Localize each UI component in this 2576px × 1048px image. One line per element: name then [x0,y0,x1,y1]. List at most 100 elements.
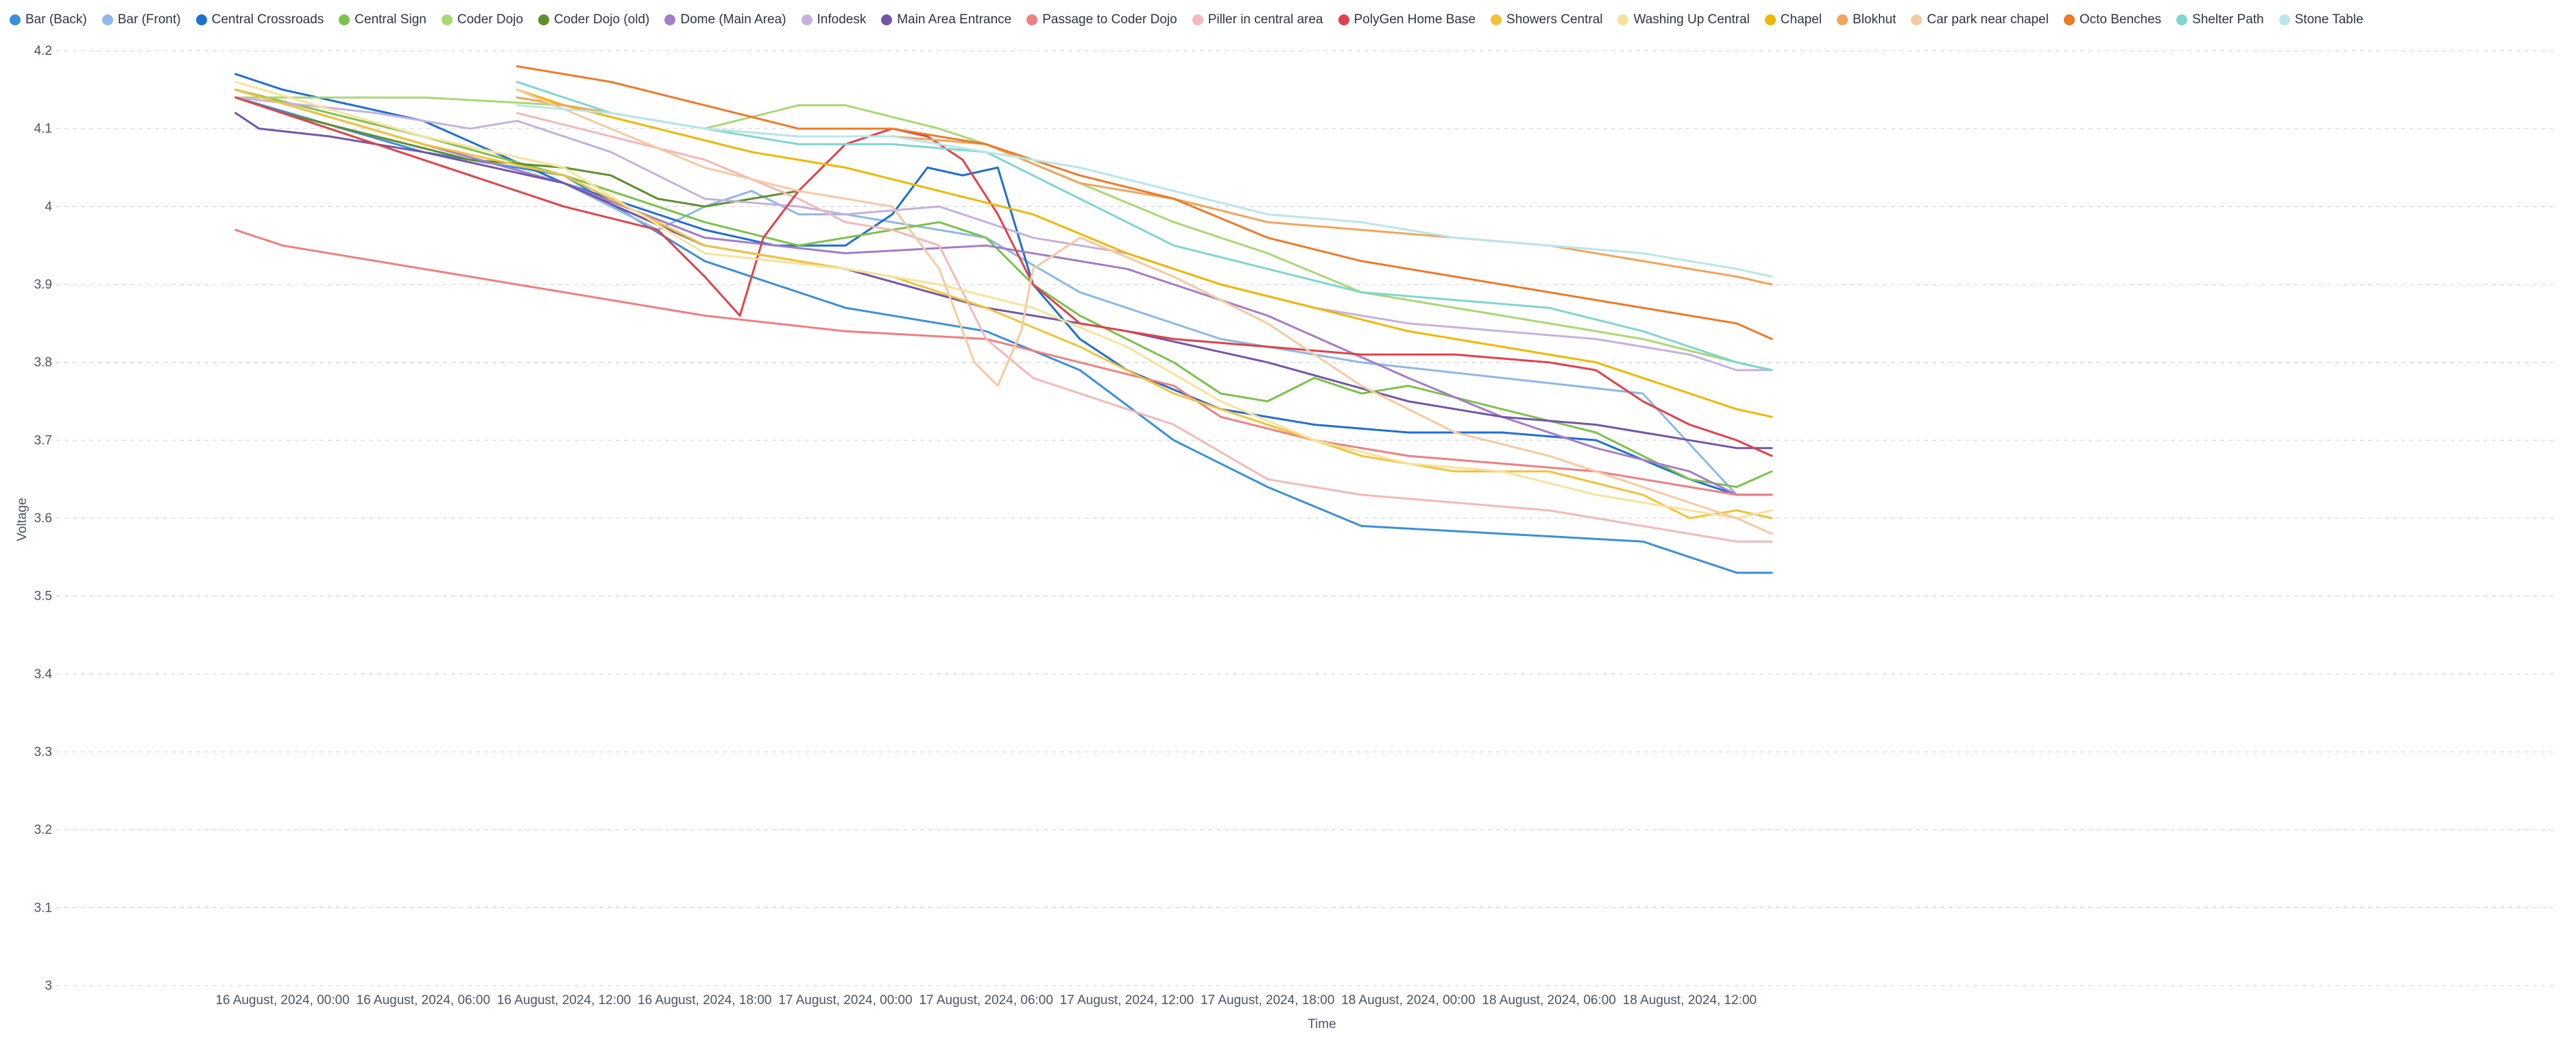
legend-swatch [339,14,350,25]
legend-item[interactable]: Passage to Coder Dojo [1026,12,1177,27]
y-tick-label: 4.2 [34,44,52,58]
series-line[interactable] [234,96,800,208]
y-tick-label: 4.1 [34,122,52,136]
series-line[interactable] [234,88,1773,488]
legend-swatch [664,14,676,25]
series-line[interactable] [234,73,1773,496]
x-tick-label: 17 August, 2024, 18:00 [1201,993,1334,1008]
y-tick-label: 3 [45,979,52,993]
legend-label: Passage to Coder Dojo [1042,12,1177,27]
legend-label: Bar (Front) [117,12,181,27]
y-tick-label: 3.2 [34,823,52,838]
axes: 3 3.1 3.2 3.3 3.4 3.5 3.6 3.7 3.8 3.9 4 4.1 4.2 16 Au… [34,44,1757,1008]
legend-item[interactable]: Car park near chapel [1911,12,2049,27]
legend-label: Infodesk [817,12,867,27]
legend-item[interactable]: Octo Benches [2063,12,2162,27]
x-tick-label: 17 August, 2024, 12:00 [1060,993,1194,1008]
legend-label: Washing Up Central [1633,12,1750,27]
legend-item[interactable]: Chapel [1764,12,1822,27]
series-line[interactable] [516,88,1773,535]
y-tick-label: 3.4 [34,667,53,681]
y-axis-label: Voltage [15,498,29,541]
series-lines [234,65,1773,574]
legend-label: Main Area Entrance [897,12,1012,27]
legend-swatch [2176,14,2188,25]
legend-swatch [1192,14,1203,25]
legend-item[interactable]: Stone Table [2278,12,2363,27]
legend-item[interactable]: Central Crossroads [195,12,324,27]
legend-swatch [1491,14,1502,25]
legend-item[interactable]: Infodesk [801,12,867,27]
legend-swatch [881,14,893,25]
x-tick-label: 17 August, 2024, 06:00 [919,993,1052,1008]
y-tick-label: 3.9 [34,278,52,292]
legend-label: Stone Table [2294,12,2363,27]
legend-item[interactable]: PolyGen Home Base [1338,12,1476,27]
series-line[interactable] [234,96,1773,371]
legend-item[interactable]: Showers Central [1491,12,1602,27]
y-tick-label: 3.5 [34,589,52,604]
legend-item[interactable]: Coder Dojo [441,12,523,27]
series-line[interactable] [234,88,1773,520]
legend-item[interactable]: Dome (Main Area) [664,12,786,27]
legend-item[interactable]: Bar (Back) [10,12,87,27]
series-line[interactable] [234,112,1773,450]
grid [48,50,2557,986]
series-line[interactable] [516,112,1773,543]
legend-swatch [1911,14,1923,25]
y-tick-label: 3.8 [34,356,52,370]
legend-label: Bar (Back) [25,12,87,27]
x-axis-label: Time [1308,1017,1336,1032]
legend-label: Coder Dojo (old) [553,12,650,27]
x-tick-label: 16 August, 2024, 00:00 [215,993,349,1008]
y-tick-label: 3.1 [34,901,52,915]
legend-swatch [441,14,453,25]
series-line[interactable] [234,96,1773,574]
legend-swatch [2278,14,2290,25]
legend-swatch [10,14,21,25]
legend-item[interactable]: Bar (Front) [101,12,181,27]
legend-label: Central Crossroads [211,12,324,27]
legend-item[interactable]: Shelter Path [2176,12,2264,27]
legend-swatch [1764,14,1776,25]
y-tick-label: 3.6 [34,511,52,526]
legend-label: Blokhut [1853,12,1897,27]
legend-swatch [101,14,113,25]
legend: Bar (Back) Bar (Front) Central Crossroads C… [10,8,2560,32]
legend-swatch [1617,14,1629,25]
legend-label: Central Sign [354,12,426,27]
legend-label: PolyGen Home Base [1353,12,1476,27]
series-line[interactable] [234,88,1773,496]
legend-swatch [801,14,812,25]
series-line[interactable] [516,65,1773,341]
legend-label: Shelter Path [2192,12,2264,27]
legend-label: Octo Benches [2079,12,2162,27]
y-tick-label: 4 [45,199,52,214]
x-tick-label: 16 August, 2024, 18:00 [638,993,771,1008]
legend-item[interactable]: Piller in central area [1192,12,1323,27]
x-tick-label: 16 August, 2024, 06:00 [357,993,490,1008]
series-line[interactable] [234,81,1773,520]
legend-label: Piller in central area [1207,12,1323,27]
series-line[interactable] [516,104,1773,278]
legend-swatch [1026,14,1038,25]
series-line[interactable] [516,81,1773,371]
legend-swatch [538,14,549,25]
legend-item[interactable]: Central Sign [339,12,426,27]
legend-swatch [1837,14,1849,25]
y-tick-label: 3.7 [34,433,52,448]
legend-label: Car park near chapel [1927,12,2049,27]
legend-item[interactable]: Washing Up Central [1617,12,1750,27]
series-line[interactable] [234,96,1773,457]
series-line[interactable] [516,88,1773,418]
x-tick-label: 18 August, 2024, 12:00 [1623,993,1757,1008]
x-tick-label: 16 August, 2024, 12:00 [497,993,631,1008]
legend-item[interactable]: Blokhut [1837,12,1896,27]
legend-item[interactable]: Main Area Entrance [881,12,1011,27]
series-line[interactable] [234,96,1773,371]
legend-label: Showers Central [1506,12,1603,27]
legend-item[interactable]: Coder Dojo (old) [538,12,649,27]
legend-swatch [1338,14,1349,25]
